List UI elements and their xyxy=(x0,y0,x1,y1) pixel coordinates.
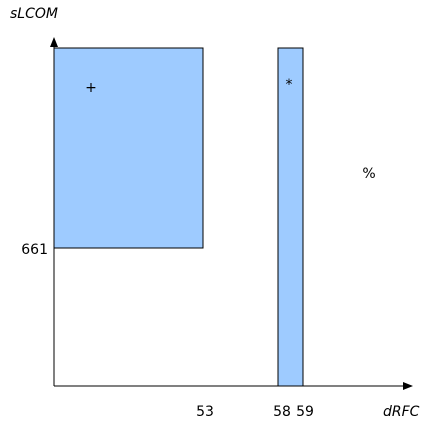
y-axis-label: sLCOM xyxy=(10,6,58,22)
x-tick-label-59: 59 xyxy=(296,404,314,420)
bar-marker-asterisk: * xyxy=(286,77,293,93)
bar-plus xyxy=(53,47,204,249)
bar-asterisk xyxy=(277,47,304,387)
y-tick-label-661: 661 xyxy=(21,242,48,258)
x-axis-label: dRFC xyxy=(383,404,420,420)
bars xyxy=(53,47,304,387)
x-tick-label-58: 58 xyxy=(273,404,291,420)
bar-marker-plus: + xyxy=(85,80,97,96)
x-tick-label-53: 53 xyxy=(196,404,214,420)
annotation-percent: % xyxy=(362,166,375,182)
